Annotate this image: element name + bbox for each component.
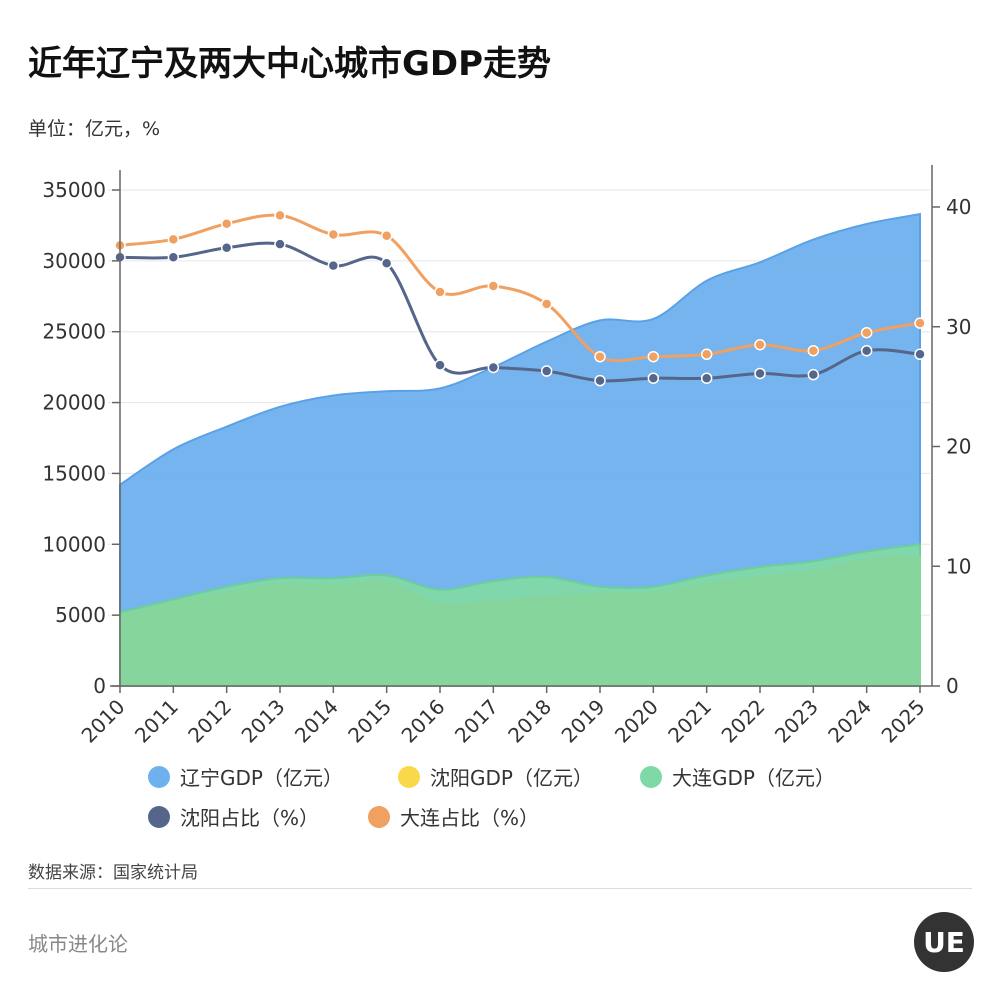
- legend-label-liaoning-gdp: 辽宁GDP（亿元）: [180, 766, 343, 790]
- legend-item-dalian-share[interactable]: 大连占比（%）: [368, 802, 539, 831]
- unit-label: 单位：亿元，%: [28, 118, 161, 140]
- legend-label-dalian-share: 大连占比（%）: [400, 806, 540, 830]
- y-right-tick-label: 40: [946, 195, 971, 219]
- x-tick-label: 2011: [130, 695, 183, 748]
- point-shenyang-share: [700, 372, 713, 384]
- point-shenyang-share: [540, 365, 553, 377]
- y-left-tick-label: 0: [93, 674, 106, 698]
- y-right-tick-label: 20: [946, 435, 971, 459]
- point-dalian-share: [540, 298, 553, 310]
- legend-item-dalian-gdp[interactable]: 大连GDP（亿元）: [640, 762, 835, 791]
- point-dalian-share: [327, 228, 340, 241]
- legend-label-shenyang-share: 沈阳占比（%）: [180, 806, 320, 830]
- legend-label-dalian-gdp: 大连GDP（亿元）: [672, 766, 835, 790]
- data-source: 数据来源：国家统计局: [28, 863, 198, 883]
- point-shenyang-share: [594, 374, 606, 387]
- legend-swatch-dalian-gdp: [640, 765, 662, 788]
- x-tick-label: 2016: [397, 695, 450, 748]
- point-shenyang-share: [380, 257, 393, 270]
- point-shenyang-share: [434, 359, 446, 371]
- point-dalian-share: [487, 280, 500, 292]
- point-dalian-share: [647, 350, 660, 363]
- y-left-tick-label: 15000: [42, 461, 106, 485]
- legend-item-liaoning-gdp[interactable]: 辽宁GDP（亿元）: [148, 762, 343, 791]
- legend-item-shenyang-gdp[interactable]: 沈阳GDP（亿元）: [398, 762, 593, 791]
- x-tick-label: 2018: [503, 695, 556, 748]
- x-tick-label: 2015: [343, 695, 396, 748]
- brand-name: 城市进化论: [28, 932, 128, 956]
- point-shenyang-share: [647, 372, 660, 384]
- legend-swatch-shenyang-gdp: [398, 765, 420, 788]
- area-liaoning-gdp: [119, 212, 921, 687]
- y-left-tick-label: 30000: [42, 249, 106, 273]
- x-tick-label: 2024: [823, 695, 876, 748]
- y-right-tick-label: 0: [946, 674, 959, 698]
- legend-item-shenyang-share[interactable]: 沈阳占比（%）: [148, 802, 319, 831]
- brand-logo: UE: [914, 912, 974, 972]
- legend-swatch-shenyang-share: [148, 805, 170, 828]
- point-dalian-share: [754, 338, 766, 351]
- y-left-tick-label: 5000: [55, 603, 106, 627]
- point-dalian-share: [167, 233, 180, 246]
- point-dalian-share: [700, 348, 713, 361]
- point-shenyang-share: [220, 241, 233, 254]
- point-shenyang-share: [487, 361, 500, 374]
- y-right-tick-label: 10: [946, 554, 971, 578]
- footer-divider: [28, 888, 972, 889]
- legend-swatch-dalian-share: [368, 805, 390, 828]
- point-shenyang-share: [807, 368, 820, 381]
- chart-title: 近年辽宁及两大中心城市GDP走势: [28, 44, 552, 84]
- x-tick-label: 2020: [610, 695, 663, 748]
- x-tick-label: 2022: [717, 695, 770, 748]
- legend-label-shenyang-gdp: 沈阳GDP（亿元）: [430, 766, 593, 790]
- x-tick-label: 2013: [237, 695, 290, 748]
- y-left-tick-label: 20000: [42, 391, 106, 415]
- x-tick-label: 2017: [450, 695, 503, 748]
- x-tick-label: 2012: [183, 695, 236, 748]
- x-tick-label: 2025: [877, 695, 930, 748]
- line-shenyang-share: [119, 241, 921, 383]
- y-left-tick-label: 25000: [42, 320, 106, 344]
- point-dalian-share: [434, 286, 446, 298]
- gdp-chart: 0 5000 10000 15000 20000 25000 30000 35000 0 10 20…: [42, 165, 971, 748]
- legend-swatch-liaoning-gdp: [148, 765, 170, 788]
- point-dalian-share: [380, 229, 393, 242]
- point-dalian-share: [594, 350, 606, 363]
- x-tick-label: 2021: [663, 695, 716, 748]
- point-dalian-share: [914, 317, 926, 329]
- area-shenyang-gdp: [119, 554, 921, 687]
- point-shenyang-share: [327, 259, 340, 272]
- x-tick-label: 2010: [77, 695, 130, 748]
- y-right-tick-label: 30: [946, 315, 971, 339]
- y-left-tick-label: 35000: [42, 178, 106, 202]
- x-tick-label: 2014: [290, 695, 343, 748]
- point-shenyang-share: [754, 367, 766, 380]
- y-left-tick-label: 10000: [42, 532, 106, 556]
- point-shenyang-share: [860, 344, 873, 357]
- point-dalian-share: [274, 209, 286, 222]
- point-shenyang-share: [914, 348, 926, 361]
- point-shenyang-share: [274, 238, 286, 250]
- point-shenyang-share: [167, 251, 180, 264]
- line-dalian-share: [119, 213, 921, 363]
- point-dalian-share: [860, 326, 873, 339]
- x-tick-label: 2023: [770, 695, 823, 748]
- point-dalian-share: [220, 218, 233, 230]
- x-tick-label: 2019: [557, 695, 610, 748]
- point-dalian-share: [807, 344, 820, 357]
